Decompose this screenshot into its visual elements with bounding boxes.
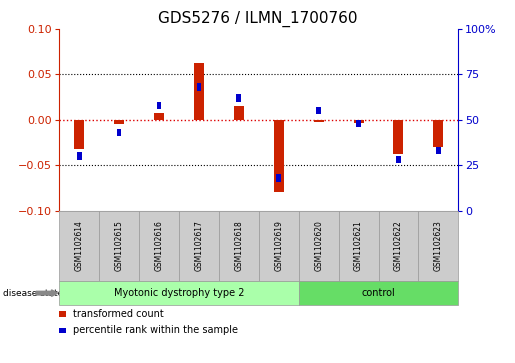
Bar xyxy=(117,129,122,136)
Text: GSM1102621: GSM1102621 xyxy=(354,221,363,271)
Bar xyxy=(274,120,284,192)
Text: GSM1102622: GSM1102622 xyxy=(394,221,403,271)
Text: GSM1102623: GSM1102623 xyxy=(434,220,443,272)
Bar xyxy=(354,120,364,123)
Text: GSM1102618: GSM1102618 xyxy=(234,221,243,271)
Text: disease state: disease state xyxy=(3,289,63,298)
Text: control: control xyxy=(362,288,396,298)
Text: percentile rank within the sample: percentile rank within the sample xyxy=(73,325,237,335)
Bar xyxy=(434,120,443,147)
Bar xyxy=(314,120,323,122)
Bar xyxy=(277,174,281,182)
Bar xyxy=(197,83,201,91)
Bar xyxy=(234,106,244,120)
Text: GSM1102616: GSM1102616 xyxy=(154,220,163,272)
Text: GSM1102617: GSM1102617 xyxy=(195,220,203,272)
Text: GSM1102614: GSM1102614 xyxy=(75,220,83,272)
Bar xyxy=(396,156,401,163)
Text: GSM1102620: GSM1102620 xyxy=(314,220,323,272)
Text: GSM1102619: GSM1102619 xyxy=(274,220,283,272)
Bar xyxy=(236,94,241,102)
Text: Myotonic dystrophy type 2: Myotonic dystrophy type 2 xyxy=(114,288,244,298)
Text: transformed count: transformed count xyxy=(73,309,163,319)
Bar xyxy=(157,102,161,109)
Bar xyxy=(393,120,403,154)
Bar xyxy=(436,147,441,154)
Bar xyxy=(316,107,321,114)
Bar xyxy=(154,113,164,120)
Bar xyxy=(194,62,204,120)
Bar xyxy=(356,120,361,127)
Bar xyxy=(74,120,84,149)
Text: GDS5276 / ILMN_1700760: GDS5276 / ILMN_1700760 xyxy=(158,11,357,27)
Text: GSM1102615: GSM1102615 xyxy=(115,220,124,272)
Bar xyxy=(77,152,81,160)
Bar xyxy=(114,120,124,124)
